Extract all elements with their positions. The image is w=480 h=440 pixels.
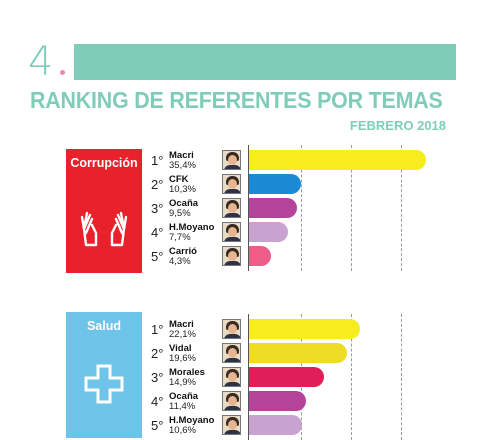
person-photo (222, 319, 241, 339)
ranking-row: 2° Vidal 19,6% (0, 343, 480, 364)
rank-label: 5° (151, 249, 164, 264)
rank-label: 2° (151, 177, 164, 192)
bar (249, 198, 297, 218)
rank-label: 4° (151, 394, 164, 409)
person-photo (222, 246, 241, 266)
value-label: 10,6% (169, 425, 196, 436)
person-photo (222, 367, 241, 387)
person-photo (222, 415, 241, 435)
person-name: H.Moyano (169, 415, 215, 426)
ranking-row: 3° Ocaña 9,5% (0, 198, 480, 219)
chart-panel-0: Corrupción 1° Macri 35,4% 2° CFK 10,3% 3° Ocaña 9… (0, 143, 480, 273)
person-name: Ocaña (169, 198, 199, 209)
value-label: 10,3% (169, 184, 196, 195)
person-photo (222, 150, 241, 170)
value-label: 7,7% (169, 232, 191, 243)
person-name: Macri (169, 319, 194, 330)
person-photo (222, 343, 241, 363)
rank-label: 1° (151, 153, 164, 168)
ranking-row: 3° Morales 14,9% (0, 367, 480, 388)
category-box: Corrupción (66, 149, 142, 273)
bar (249, 367, 324, 387)
bar (249, 150, 426, 170)
person-name: Macri (169, 150, 194, 161)
ranking-row: 1° Macri 22,1% (0, 319, 480, 340)
bar (249, 174, 301, 194)
person-photo (222, 174, 241, 194)
person-name: Ocaña (169, 391, 199, 402)
person-name: Vidal (169, 343, 192, 354)
page-title: RANKING DE REFERENTES POR TEMAS (30, 87, 443, 113)
category-label: Corrupción (70, 156, 138, 170)
header-band (74, 44, 456, 80)
person-name: Carrió (169, 246, 197, 257)
rank-label: 2° (151, 346, 164, 361)
gridline (301, 145, 302, 271)
ranking-row: 4° H.Moyano 7,7% (0, 222, 480, 243)
bar (249, 222, 288, 242)
ranking-row: 4° Ocaña 11,4% (0, 391, 480, 412)
category-box: Salud (66, 312, 142, 438)
value-label: 35,4% (169, 160, 196, 171)
person-photo (222, 391, 241, 411)
rank-label: 4° (151, 225, 164, 240)
value-label: 4,3% (169, 256, 191, 267)
ranking-row: 2° CFK 10,3% (0, 174, 480, 195)
axis-baseline (248, 145, 249, 271)
gridline (401, 145, 402, 271)
bar (249, 246, 271, 266)
chart-panel-1: Salud 1° Macri 22,1% 2° Vidal 19,6% 3° Morales 14… (0, 312, 480, 440)
bar (249, 415, 302, 435)
hands-up-icon (78, 205, 130, 254)
section-number: 4 (28, 39, 54, 85)
person-photo (222, 198, 241, 218)
section-dot (60, 70, 65, 75)
value-label: 11,4% (169, 401, 196, 412)
gridline (401, 314, 402, 440)
value-label: 19,6% (169, 353, 196, 364)
gridline (351, 145, 352, 271)
bar (249, 391, 306, 411)
axis-baseline (248, 314, 249, 440)
person-photo (222, 222, 241, 242)
ranking-row: 1° Macri 35,4% (0, 150, 480, 171)
rank-label: 1° (151, 322, 164, 337)
value-label: 22,1% (169, 329, 196, 340)
ranking-row: 5° H.Moyano 10,6% (0, 415, 480, 436)
person-name: Morales (169, 367, 205, 378)
value-label: 9,5% (169, 208, 191, 219)
rank-label: 3° (151, 370, 164, 385)
rank-label: 5° (151, 418, 164, 433)
rank-label: 3° (151, 201, 164, 216)
category-label: Salud (86, 319, 122, 333)
bar (249, 343, 347, 363)
cross-icon (84, 364, 124, 409)
person-name: CFK (169, 174, 189, 185)
bar (249, 319, 360, 339)
value-label: 14,9% (169, 377, 196, 388)
person-name: H.Moyano (169, 222, 215, 233)
page-subtitle: FEBRERO 2018 (349, 118, 446, 133)
gridline (351, 314, 352, 440)
ranking-row: 5° Carrió 4,3% (0, 246, 480, 267)
